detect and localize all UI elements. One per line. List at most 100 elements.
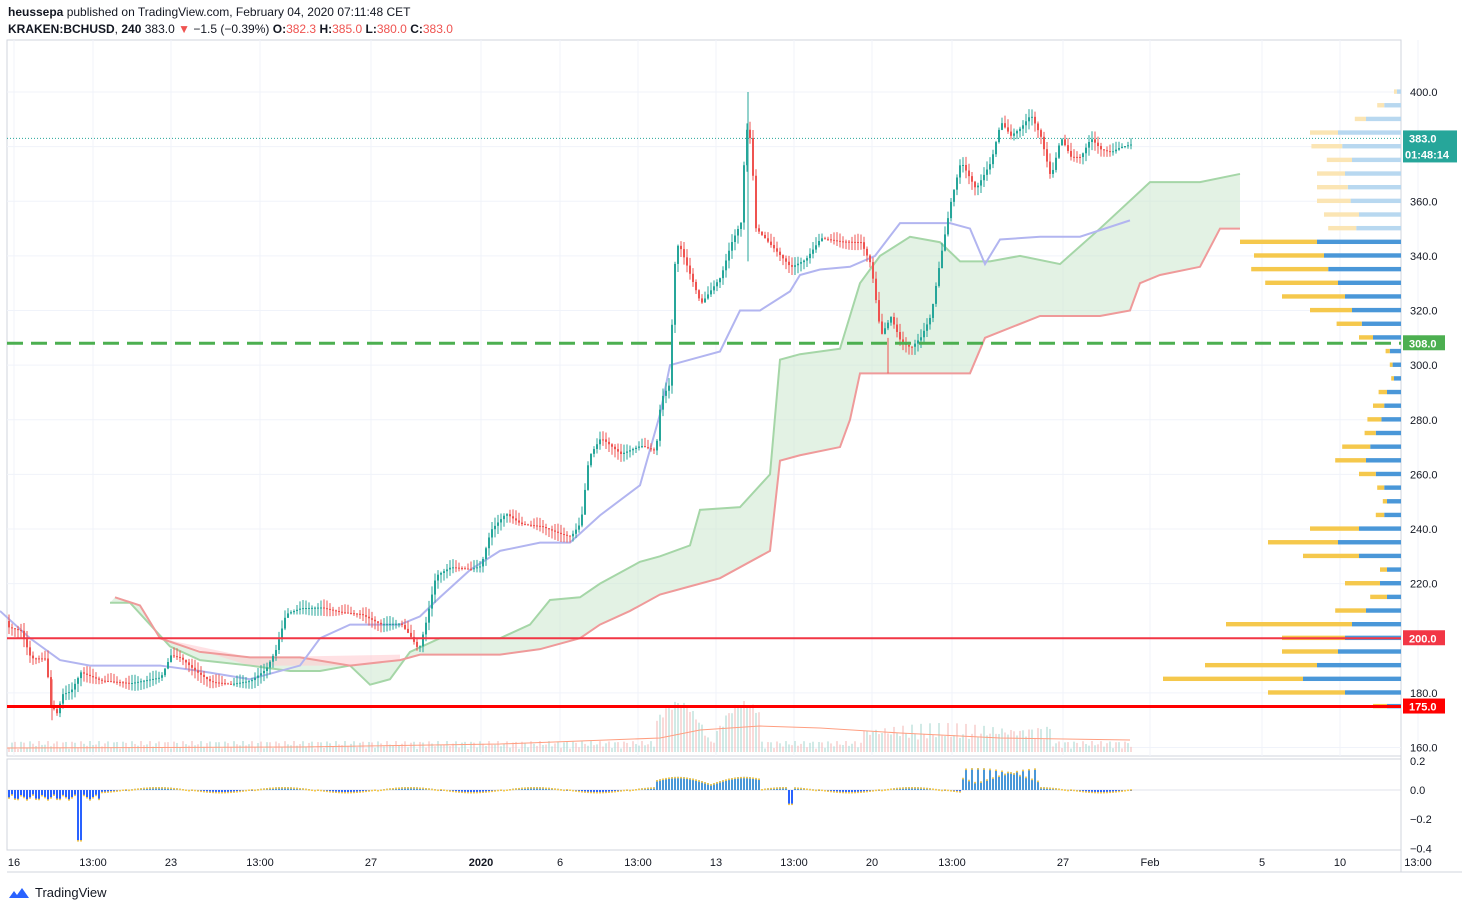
oscillator-bar-tip [581,791,583,793]
candle-body [977,185,979,188]
oscillator-bar [71,790,73,799]
candle-body [827,238,829,240]
vp-row-up [1359,553,1401,559]
candle-body [734,235,736,243]
candle-body [668,385,670,391]
oscillator-bar-tip [1115,791,1117,793]
x-tick-label: 13:00 [938,857,966,869]
oscillator-bar-tip [716,782,718,784]
oscillator-bar [1010,772,1012,790]
volume-bar [389,744,391,752]
volume-bar [1043,739,1045,752]
oscillator-bar-tip [848,791,850,794]
candle-body [1070,150,1072,157]
candle-body [926,324,928,331]
volume-bar [491,744,493,752]
oscillator-bar-tip [839,791,841,794]
volume-bar [1088,745,1090,752]
oscillator-bar-tip [902,787,904,789]
candle-body [497,522,499,526]
oscillator-bar-tip [1016,770,1018,773]
volume-bar [101,746,103,752]
volume-bar [626,742,628,752]
candle-body [620,451,622,455]
oscillator-bar-tip [779,787,781,789]
oscillator-bar-tip [731,778,733,780]
volume-bar [209,741,211,752]
volume-bar [617,742,619,752]
candle-body [233,683,235,685]
price-label-bg [1403,335,1445,351]
oscillator-bar [986,779,988,790]
vp-row-up [1303,676,1401,682]
vp-row-down [1268,690,1345,695]
oscillator-bar [854,790,856,793]
candle-body [647,447,649,449]
candle-body [584,489,586,515]
oscillator-bar-tip [77,840,79,842]
candle-body [530,524,532,526]
oscillator-bar-tip [968,779,970,782]
oscillator-bar-tip [833,791,835,793]
candle-body [365,615,367,617]
symbol-name[interactable]: KRAKEN:BCHUSD [8,22,115,36]
candle-body [770,241,772,245]
price-label-badge: 200.0 [1403,630,1445,646]
oscillator-bar [995,769,997,790]
volume-bar [455,741,457,752]
oscillator-bar [1109,790,1111,793]
candle-body [488,537,490,549]
volume-bar [740,705,742,752]
oscillator-bar-tip [806,788,808,790]
oscillator-bar-tip [1076,790,1078,792]
oscillator-bar-tip [287,787,289,789]
volume-bar [539,741,541,752]
vp-row-down [1336,321,1362,326]
oscillator-bar-tip [932,788,934,791]
vp-row-up [1338,540,1401,545]
oscillator-bar-tip [455,791,457,793]
tradingview-logo-icon[interactable] [8,886,30,900]
volume-bar [872,731,874,752]
candle-body [353,613,355,615]
volume-bar [452,743,454,752]
candle-body [1025,121,1027,126]
candle-body [929,317,931,325]
candle-body [563,534,565,536]
oscillator-bar [92,790,94,799]
oscillator-bar-tip [515,788,517,790]
volume-bar [107,741,109,752]
oscillator-bar-tip [179,788,181,791]
oscillator-bar-tip [311,789,313,792]
candle-body [704,298,706,303]
volume-bar [953,735,955,752]
candle-body [599,439,601,445]
vp-row-down [1364,430,1376,436]
candle-body [458,567,460,569]
volume-bar [1040,729,1042,752]
oscillator-bar-tip [920,787,922,789]
oscillator-bar [62,790,64,796]
volume-bar [419,741,421,752]
oscillator-bar [1031,778,1033,790]
oscillator-bar-tip [629,789,631,792]
volume-bar [719,725,721,752]
volume-bar [29,741,31,752]
candle-body [638,446,640,448]
volume-bar [299,744,301,752]
volume-bar [152,746,154,752]
oscillator-bar [467,790,469,793]
oscillator-bar-tip [599,791,601,794]
candle-body [446,569,448,572]
oscillator-bar-tip [386,788,388,791]
volume-bar [965,723,967,752]
candle-body [887,322,889,329]
vp-row-up [1347,184,1401,190]
oscillator-bar-tip [275,787,277,789]
oscillator-bar-tip [215,791,217,794]
oscillator-bar-tip [740,776,742,779]
author-name[interactable]: heussepa [8,5,64,19]
oscillator-bar-tip [1049,787,1051,790]
oscillator-bar-tip [572,789,574,792]
